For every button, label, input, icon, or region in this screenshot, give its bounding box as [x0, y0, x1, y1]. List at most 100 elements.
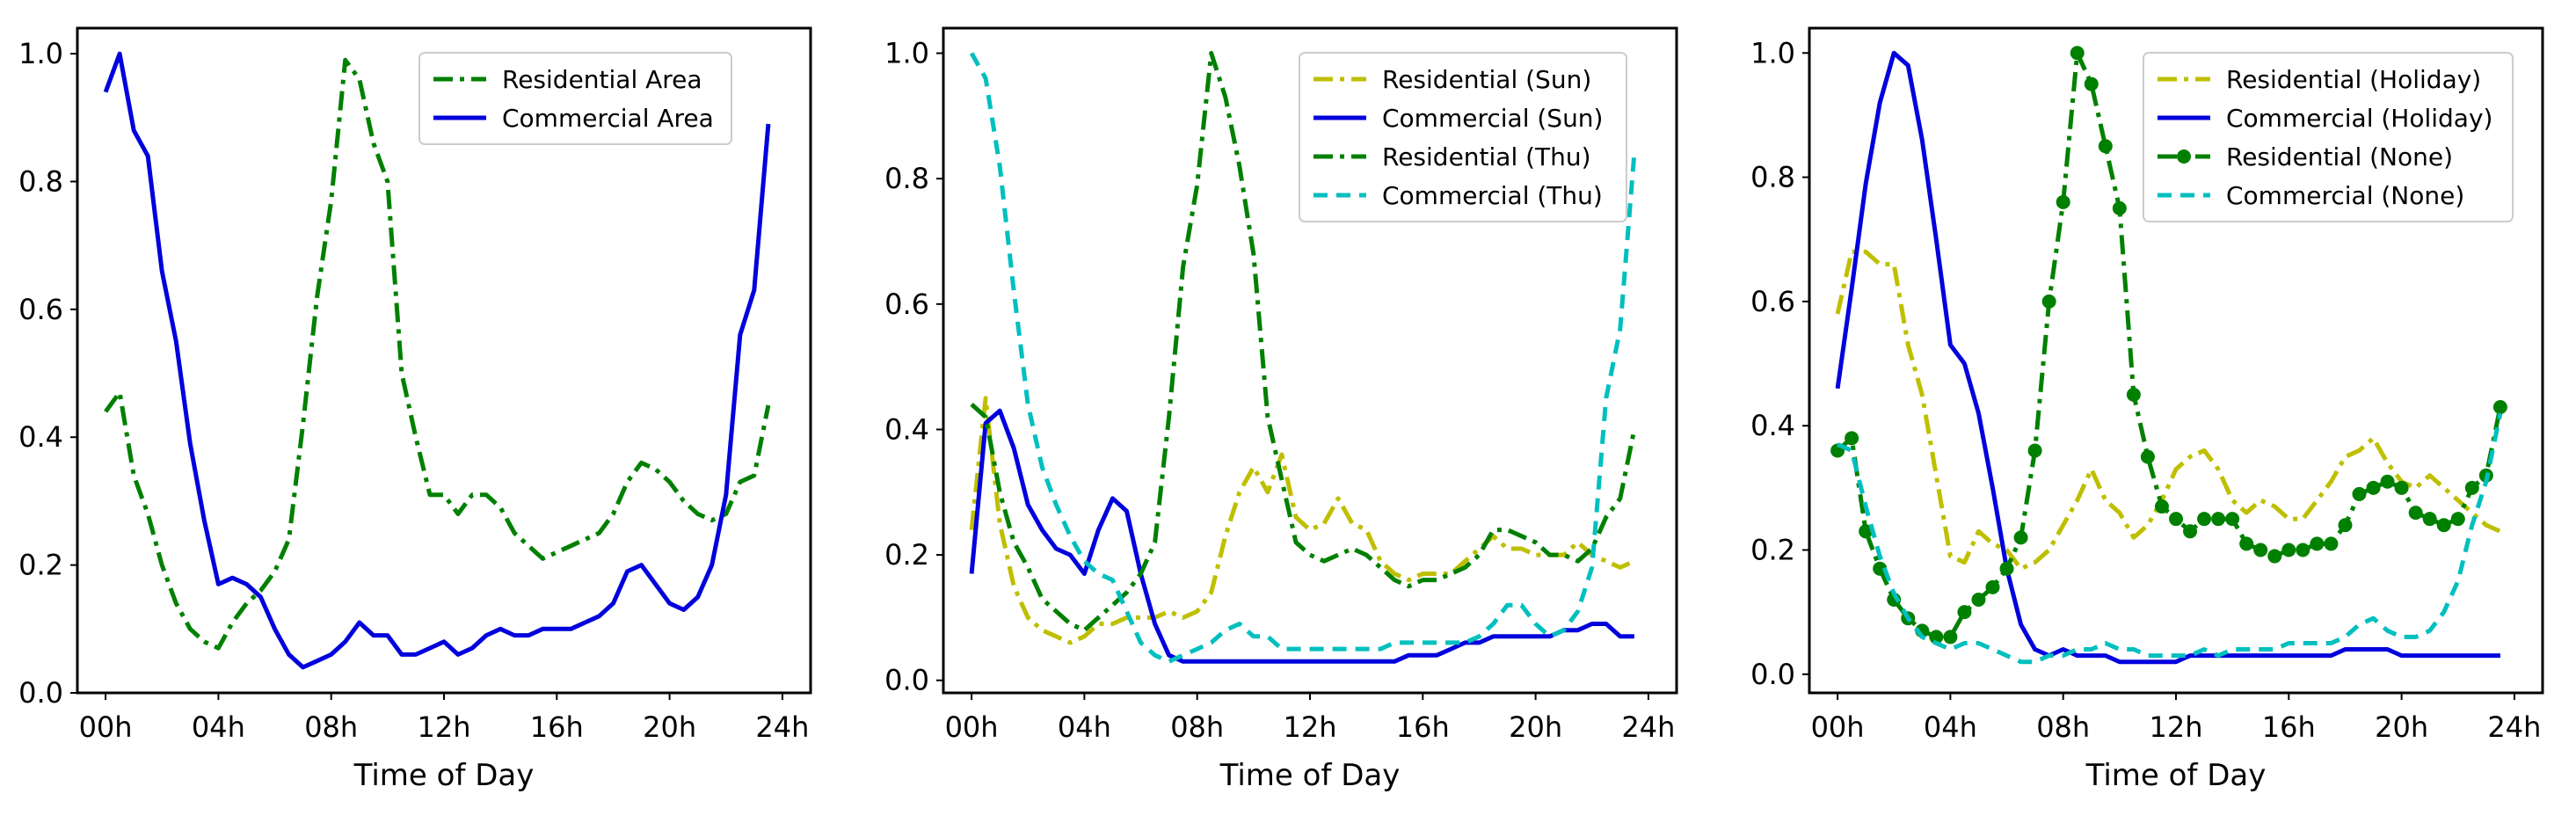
legend-marker — [2177, 149, 2191, 164]
y-tick-label: 0.6 — [884, 288, 929, 321]
x-tick-label: 24h — [755, 710, 809, 744]
data-point — [2239, 536, 2254, 551]
legend-box — [418, 52, 732, 145]
x-tick-label: 12h — [1284, 710, 1337, 744]
legend-box — [2143, 52, 2514, 222]
legend-entry: Commercial (Holiday) — [2226, 104, 2492, 133]
y-tick-label: 1.0 — [1750, 36, 1795, 69]
data-point — [2310, 536, 2325, 551]
chart-panel-2: 00h 04h 08h 12h 16h 20h 24h 0.0 0.2 0.4 0.6 0.8 1.0 T… — [884, 26, 1678, 793]
x-axis-title: Time of Day — [2085, 758, 2267, 793]
data-point — [2084, 76, 2099, 91]
data-point — [2183, 524, 2198, 539]
x-tick-label: 12h — [418, 710, 471, 744]
x-tick-label: 20h — [1509, 710, 1562, 744]
data-point — [1943, 630, 1958, 645]
data-point — [2422, 512, 2437, 527]
data-point — [2056, 194, 2070, 209]
data-point — [1873, 561, 1888, 576]
y-tick-label: 0.6 — [18, 293, 63, 326]
data-point — [1929, 630, 1944, 645]
data-point — [2126, 387, 2141, 402]
legend-entry: Residential (None) — [2226, 142, 2453, 171]
x-tick-label: 04h — [1924, 710, 1977, 744]
data-point — [2267, 549, 2282, 564]
data-point — [1971, 593, 1986, 608]
data-point — [1985, 579, 2000, 594]
legend: Residential (Sun) Commercial (Sun) Residen… — [1299, 52, 1627, 222]
data-point — [2366, 480, 2381, 495]
legend-entry: Residential (Holiday) — [2226, 65, 2481, 94]
y-tick-label: 0.2 — [1750, 533, 1795, 566]
data-point — [2041, 294, 2056, 309]
data-point — [2492, 399, 2507, 414]
y-tick-label: 0.6 — [1750, 285, 1795, 318]
data-point — [2352, 486, 2367, 501]
series-line-4 — [969, 52, 1637, 664]
y-tick-label: 0.0 — [884, 664, 929, 697]
x-tick-label: 16h — [1396, 710, 1450, 744]
y-tick-label: 0.4 — [1750, 409, 1795, 442]
x-tick-label: 12h — [2150, 710, 2203, 744]
data-point — [2154, 499, 2169, 514]
y-tick-label: 0.0 — [1750, 658, 1795, 691]
y-tick-label: 0.8 — [18, 164, 63, 198]
data-point — [2140, 449, 2155, 464]
data-point — [2027, 443, 2042, 458]
data-point — [2338, 518, 2353, 533]
legend: Residential Area Commercial Area — [418, 52, 732, 145]
legend-box — [1299, 52, 1627, 222]
series-line-2 — [1835, 50, 2500, 665]
data-point — [2450, 512, 2465, 527]
data-point — [2436, 518, 2451, 533]
legend-entry: Commercial (None) — [2226, 181, 2464, 210]
data-point — [2380, 474, 2395, 489]
x-tick-label: 04h — [192, 710, 245, 744]
x-tick-label: 16h — [530, 710, 584, 744]
x-tick-label: 08h — [304, 710, 358, 744]
x-axis-title: Time of Day — [1219, 758, 1401, 793]
x-tick-label: 16h — [2262, 710, 2316, 744]
y-tick-label: 0.8 — [884, 162, 929, 195]
data-point — [2408, 506, 2423, 521]
data-point — [2394, 480, 2409, 495]
series-line-2 — [969, 408, 1634, 664]
legend-entry: Residential (Sun) — [1382, 65, 1591, 94]
x-tick-label: 24h — [1621, 710, 1675, 744]
x-tick-label: 20h — [2375, 710, 2428, 744]
chart-panel-1: 00h 04h 08h 12h 16h 20h 24h 0.0 0.2 0.4 0.6 0.8 1.0 T… — [18, 26, 812, 793]
data-point — [2225, 512, 2240, 527]
data-point — [2281, 543, 2296, 557]
data-point — [2169, 512, 2183, 527]
x-tick-label: 00h — [79, 710, 133, 744]
x-tick-label: 08h — [2036, 710, 2090, 744]
y-tick-label: 0.2 — [18, 549, 63, 582]
y-tick-label: 0.8 — [1750, 161, 1795, 194]
data-point — [1999, 561, 2014, 576]
legend-entry: Commercial Area — [502, 104, 714, 133]
data-point — [2211, 512, 2226, 527]
legend-entry: Commercial (Thu) — [1382, 181, 1603, 210]
series-line-3 — [970, 51, 1637, 633]
data-point — [2464, 480, 2479, 495]
y-tick-label: 1.0 — [884, 37, 929, 70]
data-point — [2098, 139, 2113, 154]
data-point — [2197, 512, 2212, 527]
x-tick-label: 00h — [1811, 710, 1865, 744]
series-line-1 — [969, 396, 1635, 645]
x-tick-label: 00h — [945, 710, 999, 744]
y-tick-label: 0.4 — [884, 412, 929, 446]
data-point — [1845, 431, 1859, 446]
x-tick-label: 08h — [1170, 710, 1224, 744]
data-point — [2070, 46, 2085, 61]
y-tick-label: 0.2 — [884, 538, 929, 572]
series-line-1 — [104, 57, 771, 651]
x-axis-title: Time of Day — [353, 758, 535, 793]
x-tick-label: 20h — [643, 710, 696, 744]
y-tick-label: 1.0 — [18, 37, 63, 70]
series-line-2 — [103, 51, 771, 670]
data-point — [1859, 524, 1874, 539]
chart-panel-3: 00h 04h 08h 12h 16h 20h 24h 0.0 0.2 0.4 0.6 0.8 1.0 T… — [1750, 26, 2544, 793]
legend-entry: Residential (Thu) — [1382, 142, 1591, 171]
